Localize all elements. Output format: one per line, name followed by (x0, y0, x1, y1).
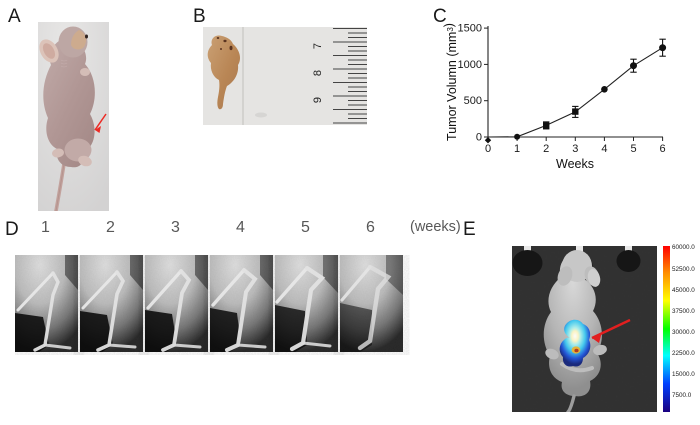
svg-text:8: 8 (312, 70, 324, 76)
svg-text:Weeks: Weeks (556, 157, 594, 171)
svg-text:6: 6 (660, 143, 666, 155)
svg-text:1500: 1500 (458, 23, 482, 35)
svg-text:1000: 1000 (458, 59, 482, 71)
svg-text:Tumor Volumn (mm3): Tumor Volumn (mm3) (442, 23, 459, 141)
svg-text:4: 4 (601, 143, 607, 155)
svg-text:500: 500 (464, 95, 482, 107)
svg-text:2: 2 (543, 143, 549, 155)
svg-text:1: 1 (514, 143, 520, 155)
svg-text:0: 0 (476, 132, 482, 144)
svg-text:9: 9 (312, 97, 324, 103)
svg-text:3: 3 (572, 143, 578, 155)
svg-text:7: 7 (312, 43, 324, 49)
svg-text:0: 0 (485, 143, 491, 155)
svg-text:5: 5 (630, 143, 636, 155)
